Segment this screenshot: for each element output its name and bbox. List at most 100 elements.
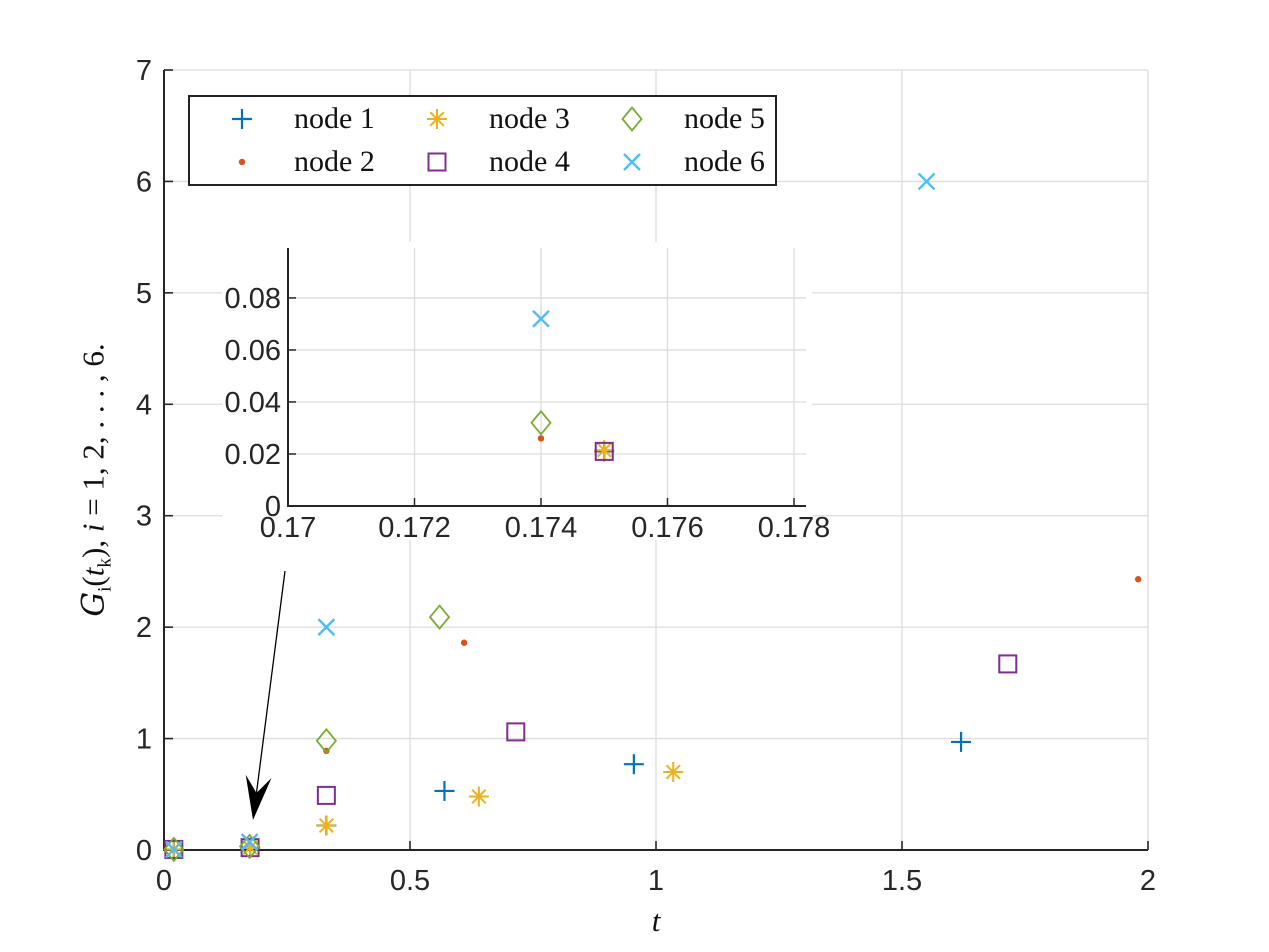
legend-marker-svg — [427, 152, 447, 172]
inset-y-tick-label: 0.08 — [225, 283, 281, 315]
ylabel-sub-i: i — [94, 586, 116, 592]
arrow-head — [245, 774, 272, 820]
y-tick-label: 1 — [136, 724, 152, 756]
y-tick-label: 0 — [136, 835, 152, 867]
ylabel-i: i — [75, 523, 111, 533]
marker-dot — [537, 435, 545, 442]
marker-plus — [623, 754, 644, 775]
ylabel-t: t — [75, 567, 111, 577]
marker-diamond — [238, 833, 261, 860]
diamond-marker-icon — [580, 104, 684, 134]
legend-entry-node-4: node 4 — [385, 141, 580, 185]
legend-entry-node-2: node 2 — [190, 141, 385, 185]
y-tick-label: 7 — [136, 55, 152, 87]
inset-axes — [287, 248, 806, 507]
x-tick-label: 1 — [648, 865, 664, 897]
inset-gridlines — [288, 248, 806, 506]
dot-marker-icon — [190, 147, 294, 177]
inset-x-tick-label: 0.176 — [631, 512, 704, 544]
inset-y-tick-label: 0.06 — [225, 335, 281, 367]
y-tick-label: 5 — [136, 278, 152, 310]
inset-series-node-6 — [532, 309, 550, 328]
marker-plus — [232, 108, 252, 129]
x-tick-label: 1.5 — [882, 865, 922, 897]
asterisk-marker-icon — [385, 104, 489, 134]
x-tick-label: 2 — [1140, 865, 1156, 897]
marker-square — [427, 152, 447, 172]
inset-x-tick-label: 0.17 — [260, 512, 316, 544]
marker-asterisk — [427, 108, 447, 129]
legend-label: node 4 — [489, 145, 570, 179]
marker-diamond — [621, 105, 643, 132]
inset-y-tick-label: 0.04 — [225, 387, 281, 419]
marker-plus — [434, 780, 455, 801]
legend-entry-node-6: node 6 — [580, 141, 775, 185]
legend-label: node 2 — [294, 145, 375, 179]
inset-series-node-2 — [537, 435, 545, 442]
legend-marker-svg — [238, 159, 246, 166]
marker-plus — [951, 731, 972, 752]
annotation-arrow — [245, 570, 286, 820]
legend-label: node 1 — [294, 101, 375, 135]
marker-diamond — [428, 604, 451, 631]
arrow-line — [255, 570, 286, 794]
marker-x — [917, 172, 936, 191]
legend-entry-node-3: node 3 — [385, 97, 580, 141]
legend-entry-node-5: node 5 — [580, 97, 775, 141]
inset-x-tick-label: 0.172 — [378, 512, 451, 544]
marker-x — [164, 840, 183, 859]
inset-backing — [222, 242, 812, 540]
inset-x-tick-label: 0.174 — [505, 512, 578, 544]
marker-x — [317, 618, 336, 636]
plus-marker-icon — [190, 104, 294, 134]
legend-label: node 6 — [684, 145, 765, 179]
inset-x-tick-label: 0.178 — [758, 512, 831, 544]
ylabel-sub-k: k — [94, 558, 116, 568]
ylabel-paren: ( — [75, 576, 111, 587]
marker-asterisk — [316, 815, 337, 836]
ylabel-paren-close: ), — [75, 539, 111, 559]
marker-x — [532, 309, 550, 328]
legend-marker-svg — [232, 108, 252, 129]
y-tick-label: 3 — [136, 501, 152, 533]
legend-marker-svg — [427, 108, 447, 129]
inset-series-node-4 — [594, 441, 614, 461]
ylabel-script-G: G — [75, 591, 112, 617]
legend-label: node 5 — [684, 101, 765, 135]
inset-series-node-5 — [530, 409, 552, 436]
marker-square — [998, 654, 1018, 674]
marker-dot — [460, 639, 468, 646]
marker-x — [623, 153, 641, 172]
x-axis-label: t — [651, 903, 661, 938]
main-axes — [163, 69, 1149, 851]
legend: node 1 node 2 node 3 node 4 node 5 node 6 — [188, 95, 777, 186]
x-tick-label: 0 — [156, 865, 172, 897]
marker-x — [240, 833, 259, 851]
marker-asterisk — [663, 762, 684, 782]
marker-square — [316, 785, 336, 805]
marker-dot — [1134, 576, 1142, 583]
marker-diamond — [315, 727, 338, 754]
y-axis-label: Gi(tk), i = 1, 2, . . . , 6. — [75, 343, 116, 616]
series-node-3 — [163, 762, 684, 860]
inset-y-tick-label: 0.02 — [225, 439, 281, 471]
legend-label: node 3 — [489, 101, 570, 135]
legend-marker-svg — [621, 105, 643, 132]
legend-marker-svg — [623, 153, 641, 172]
marker-diamond — [530, 409, 552, 436]
marker-asterisk — [468, 786, 489, 807]
y-tick-label: 4 — [136, 389, 152, 421]
square-marker-icon — [385, 147, 489, 177]
y-tick-label: 6 — [136, 166, 152, 198]
marker-square — [506, 722, 526, 742]
ylabel-eq: = 1, 2, . . . , 6. — [75, 343, 111, 516]
series-node-6 — [164, 172, 936, 859]
marker-dot — [238, 159, 246, 166]
marker-square — [594, 441, 614, 461]
inset-y-tick-label: 0 — [265, 491, 281, 523]
legend-entry-node-1: node 1 — [190, 97, 385, 141]
series-node-5 — [163, 604, 451, 863]
marker-diamond — [163, 836, 185, 863]
